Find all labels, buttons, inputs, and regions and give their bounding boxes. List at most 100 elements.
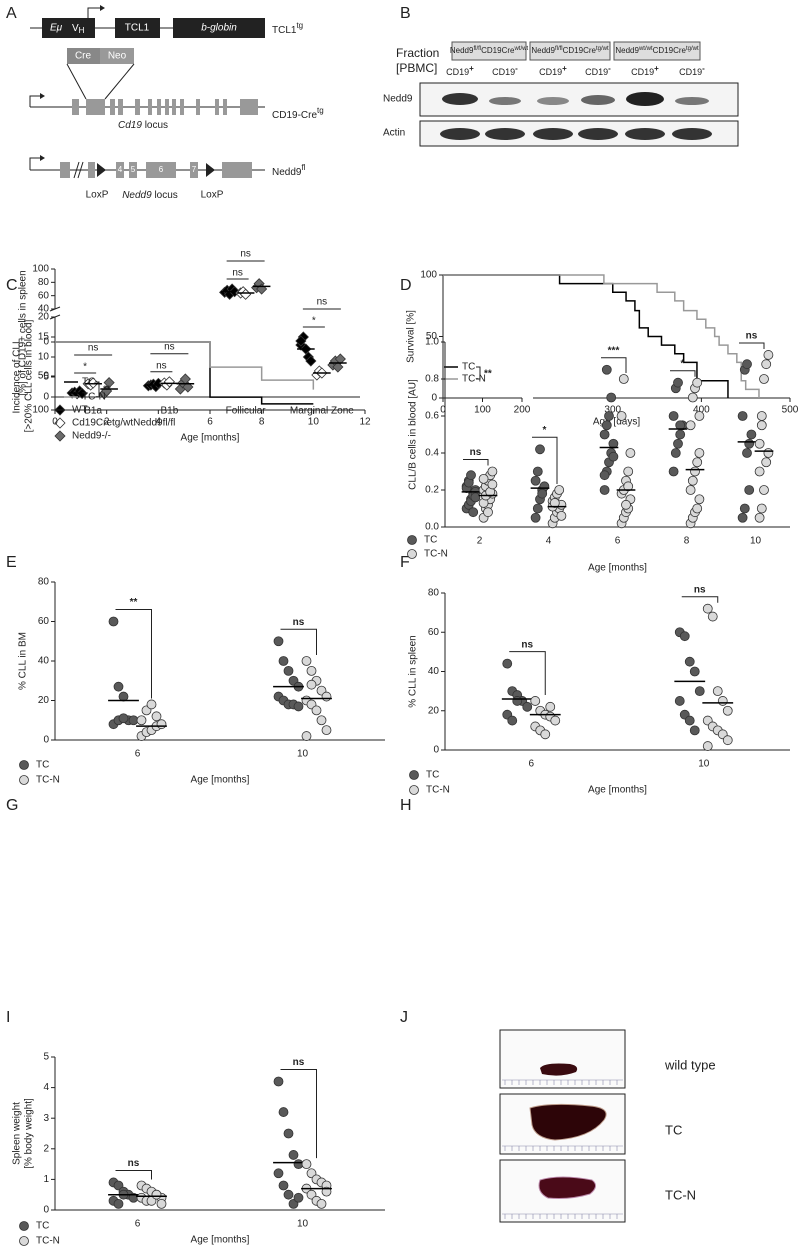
exon-label: 5 (131, 165, 136, 174)
legend-label: TC-N (426, 785, 450, 796)
significance-bracket (95, 381, 100, 398)
data-point (606, 392, 617, 403)
significance-bracket (532, 436, 558, 484)
label: Cre (75, 51, 92, 62)
data-point (689, 666, 700, 677)
data-point (684, 715, 695, 726)
break-mark (73, 161, 84, 179)
exon-label: 6 (159, 165, 164, 174)
y-axis-label: [>20% CLL cells in blood] (24, 319, 35, 432)
x-tick-label: Follicular (226, 406, 267, 417)
label: fl (301, 163, 305, 172)
y-tick-label: 100 (32, 264, 49, 275)
y-tick-label: 80 (38, 577, 50, 588)
label: V (72, 23, 79, 34)
data-point (103, 377, 115, 389)
bands (440, 92, 712, 140)
y-tick-label: 40 (38, 304, 50, 315)
y-tick-label: 60 (38, 290, 50, 301)
data-point (685, 420, 696, 431)
y-tick-label: 80 (428, 588, 440, 599)
panel-label: F (400, 554, 410, 571)
y-tick-label: 5 (43, 372, 49, 383)
data-point (540, 729, 551, 740)
data-point (717, 696, 728, 706)
survival-curve (443, 274, 760, 398)
x-tick-label: 4 (546, 536, 552, 547)
data-point (737, 512, 748, 523)
label: CD19 (446, 67, 469, 77)
arrow (29, 95, 40, 107)
legend-label: TC-N (36, 775, 60, 786)
x-tick-label: 2 (477, 536, 483, 547)
data-point (675, 420, 686, 431)
data-point (687, 475, 698, 486)
data-point (321, 691, 332, 702)
significance-bracket (739, 342, 765, 349)
label: CD19 (679, 67, 702, 77)
significance-label: ns (694, 584, 706, 595)
x-tick-label: 12 (359, 417, 371, 428)
data-point (532, 503, 543, 514)
data-point (694, 494, 705, 505)
data-point (621, 499, 631, 510)
exon (129, 162, 137, 178)
label: Nedd9 (615, 46, 639, 55)
data-point (273, 636, 284, 647)
legend-marker (407, 549, 417, 559)
x-axis-label: Age [days] (593, 417, 640, 428)
significance-label: * (312, 316, 316, 327)
exon (60, 162, 70, 178)
exon (146, 162, 176, 178)
significance-label: ns (164, 341, 175, 352)
data-point (108, 616, 119, 627)
data-point (761, 457, 772, 468)
legend-label: TC (462, 362, 475, 373)
data-point (604, 411, 614, 421)
neo-box (100, 48, 134, 64)
significance-label: ns (88, 343, 99, 354)
spleen-photos: wild type TC TC-N (499, 1029, 716, 1223)
data-point (293, 701, 304, 712)
y-tick-label: 15 (38, 332, 50, 343)
label: tg (296, 21, 303, 30)
data-point (608, 438, 619, 449)
label: TCL1 (272, 25, 297, 36)
legend-label: TC (36, 1221, 49, 1232)
data-point (532, 466, 543, 477)
significance-label: *** (608, 345, 620, 356)
data-point (156, 719, 167, 730)
data-point (301, 1159, 312, 1169)
exon (222, 162, 252, 178)
label: fl/fl (555, 46, 563, 52)
data-point (692, 503, 703, 514)
legend-marker (19, 775, 29, 785)
data-point (278, 1107, 289, 1117)
data-point (690, 466, 700, 477)
legend-marker (409, 785, 419, 795)
gene-box (115, 18, 160, 38)
data-point (694, 448, 705, 458)
significance-label: ** (130, 597, 138, 608)
x-tick-label: 100 (474, 405, 491, 416)
y-tick-label: 10 (38, 352, 50, 363)
y-tick-label: 0.0 (425, 522, 439, 533)
y-tick-label: 2 (43, 1143, 49, 1154)
legend-marker (407, 535, 417, 545)
data-point (754, 438, 765, 449)
y-tick-label: 60 (38, 616, 50, 627)
data-point (288, 1150, 299, 1160)
significance-label: ns (293, 1057, 305, 1068)
data-point (756, 420, 767, 431)
x-tick-label: Marginal Zone (290, 406, 354, 417)
label: LoxP (86, 190, 109, 201)
data-point (712, 686, 723, 697)
y-axis-label: % CLL in spleen (408, 635, 419, 707)
header-box (451, 41, 527, 61)
data-point (530, 475, 541, 486)
legend-marker (19, 1236, 29, 1246)
significance-label: ns (746, 331, 758, 342)
data-point (156, 1198, 167, 1209)
x-tick-label: 6 (615, 536, 621, 547)
